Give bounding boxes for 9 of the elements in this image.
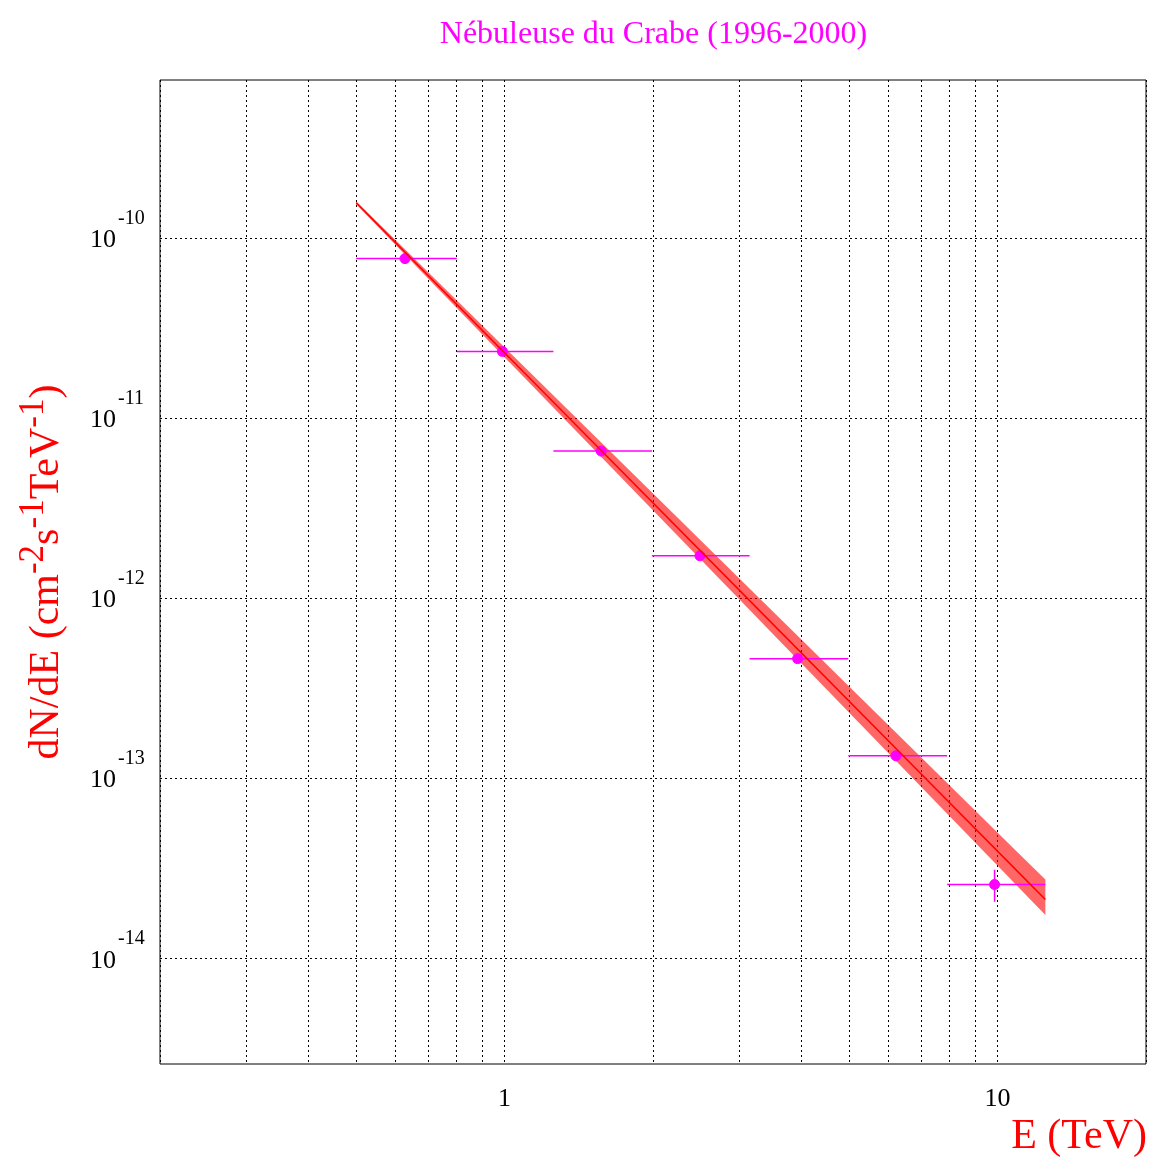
y-tick-label: 10-11 — [90, 385, 144, 434]
x-tick-label: 10 — [984, 1082, 1011, 1112]
x-axis-title: E (TeV) — [1011, 1110, 1147, 1158]
x-tick-label: 1 — [498, 1082, 512, 1112]
chart-title: Nébuleuse du Crabe (1996-2000) — [438, 14, 869, 51]
y-tick-label: 10-14 — [90, 925, 145, 974]
y-tick-label: 10-12 — [90, 565, 145, 614]
y-tick-label: 10-10 — [90, 205, 145, 254]
y-tick-label: 10-13 — [90, 745, 145, 794]
